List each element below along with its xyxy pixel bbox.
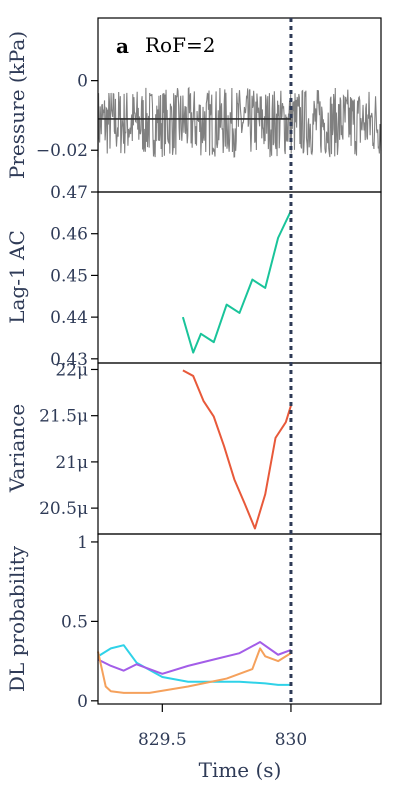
y-tick-label: 22μ [55,360,88,380]
dl-probability-y-ticks: 00.51 [61,533,98,712]
series-line-2-0 [182,369,292,530]
series-line-3-0 [97,644,291,686]
y-tick-label: 0.46 [50,225,88,245]
lag1-ac-y-ticks: 0.43 0.44 0.45 0.46 0.47 [50,183,98,370]
y-tick-label: −0.02 [36,141,88,161]
y-tick-label: 20.5μ [39,499,88,519]
lag1-ac-y-label: Lag-1 AC [5,230,29,324]
x-axis-label: Time (s) [199,758,282,782]
variance-series-group [182,369,292,530]
pressure-panel: 0 −0.02 Pressure (kPa) a RoF=2 [5,17,382,193]
series-line-3-1 [97,641,292,675]
variance-y-ticks: 20.5μ 21μ 21.5μ 22μ [39,360,98,519]
x-tick-label: 829.5 [138,730,187,750]
y-tick-label: 21.5μ [39,407,88,427]
y-tick-label: 0.43 [50,350,88,370]
lag1-ac-panel-frame [97,191,382,364]
pressure-y-ticks: 0 −0.02 [36,72,98,161]
y-tick-label: 0 [77,72,88,92]
y-tick-label: 0.45 [50,266,88,286]
y-tick-label: 0.47 [50,183,88,203]
panel-title: RoF=2 [145,33,215,57]
series-line-1-0 [181,210,292,354]
variance-panel-frame [97,362,382,535]
variance-panel: 20.5μ 21μ 21.5μ 22μ Variance [5,360,382,535]
pressure-series-group [97,86,382,158]
y-tick-label: 0.44 [50,308,88,328]
y-tick-label: 1 [77,533,88,553]
dl-probability-panel-frame [97,533,382,705]
pressure-y-label: Pressure (kPa) [5,31,29,179]
y-tick-label: 0.5 [61,612,88,632]
shared-x-axis: 829.5 830 [138,704,307,750]
lag1-ac-series-group [181,210,292,354]
y-tick-label: 0 [77,692,88,712]
y-tick-label: 21μ [55,453,88,473]
dl-probability-y-label: DL probability [5,545,29,692]
dl-probability-panel: 00.51 DL probability [5,533,382,712]
lag1-ac-panel: 0.43 0.44 0.45 0.46 0.47 Lag-1 AC [5,183,382,370]
x-tick-label: 830 [275,730,307,750]
series-line-3-2 [97,647,292,694]
variance-y-label: Variance [5,404,29,493]
dl-probability-series-group [97,641,292,694]
pressure-noise-series [97,86,382,158]
panel-letter: a [116,34,129,58]
